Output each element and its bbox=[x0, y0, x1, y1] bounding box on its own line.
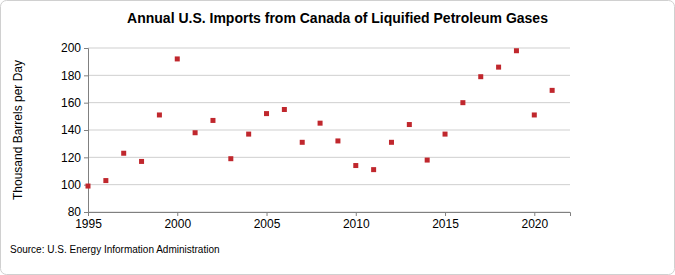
point bbox=[139, 159, 144, 164]
point bbox=[175, 56, 180, 61]
title: Annual U.S. Imports from Canada of Liqui… bbox=[127, 10, 548, 26]
grid-line bbox=[88, 184, 570, 185]
tick: 180 bbox=[61, 69, 88, 83]
point bbox=[425, 158, 430, 163]
points bbox=[86, 48, 555, 188]
tick-label: 2015 bbox=[432, 217, 459, 231]
grid-line bbox=[88, 48, 570, 49]
point bbox=[407, 122, 412, 127]
tick-label: 2020 bbox=[521, 217, 548, 231]
tick-mark bbox=[267, 212, 268, 216]
point bbox=[514, 48, 519, 53]
point bbox=[550, 88, 555, 93]
point bbox=[282, 107, 287, 112]
tick: 160 bbox=[61, 96, 88, 110]
point bbox=[121, 151, 126, 156]
tick-mark bbox=[534, 212, 535, 216]
point bbox=[228, 156, 233, 161]
tick-label: 180 bbox=[61, 69, 81, 83]
y-axis-title: Thousand Barrels per Day bbox=[11, 60, 25, 200]
point bbox=[478, 74, 483, 79]
grid-line bbox=[88, 102, 570, 103]
tick-label: 120 bbox=[61, 151, 81, 165]
y-axis: 80 100 120 140 160 180 200 bbox=[61, 41, 89, 219]
point bbox=[264, 111, 269, 116]
point bbox=[157, 112, 162, 117]
chart: 1995200020052010201520208010012014016018… bbox=[0, 0, 675, 275]
tick: 2010 bbox=[343, 212, 370, 231]
point bbox=[371, 167, 376, 172]
frame bbox=[1, 1, 675, 275]
grid-line bbox=[88, 75, 570, 76]
tick: 2005 bbox=[254, 212, 281, 231]
tick-label: 80 bbox=[68, 205, 82, 219]
grid bbox=[88, 48, 570, 212]
tick-mark bbox=[445, 212, 446, 216]
tick-label: 2000 bbox=[164, 217, 191, 231]
tick: 2000 bbox=[164, 212, 191, 231]
tick: 2015 bbox=[432, 212, 459, 231]
tick-label: 200 bbox=[61, 41, 81, 55]
tick-mark bbox=[84, 130, 88, 131]
x-axis: 199520002005201020152020 bbox=[75, 212, 570, 231]
tick: 120 bbox=[61, 151, 88, 165]
point bbox=[210, 118, 215, 123]
point bbox=[335, 138, 340, 143]
tick-label: 160 bbox=[61, 96, 81, 110]
point bbox=[532, 112, 537, 117]
point bbox=[103, 178, 108, 183]
tick: 200 bbox=[61, 41, 88, 55]
tick: 80 bbox=[68, 205, 88, 219]
tick-mark bbox=[84, 157, 88, 158]
tick: 100 bbox=[61, 178, 88, 192]
point bbox=[460, 100, 465, 105]
axis-line bbox=[89, 213, 571, 217]
point bbox=[389, 140, 394, 145]
tick-label: 2005 bbox=[254, 217, 281, 231]
point bbox=[496, 65, 501, 70]
grid-line bbox=[88, 157, 570, 158]
tick-mark bbox=[84, 212, 88, 213]
tick-label: 140 bbox=[61, 123, 81, 137]
grid-line bbox=[88, 130, 570, 131]
tick: 2020 bbox=[521, 212, 548, 231]
point bbox=[86, 184, 91, 189]
plot: 1995200020052010201520208010012014016018… bbox=[61, 41, 571, 230]
tick-mark bbox=[84, 48, 88, 49]
tick: 140 bbox=[61, 123, 88, 137]
point bbox=[443, 132, 448, 137]
tick-mark bbox=[84, 103, 88, 104]
point bbox=[300, 140, 305, 145]
tick-label: 100 bbox=[61, 178, 81, 192]
point bbox=[318, 121, 323, 126]
point bbox=[193, 130, 198, 135]
tick-mark bbox=[356, 212, 357, 216]
tick-mark bbox=[84, 75, 88, 76]
source: Source: U.S. Energy Information Administ… bbox=[10, 244, 220, 255]
tick-mark bbox=[177, 212, 178, 216]
tick-label: 2010 bbox=[343, 217, 370, 231]
point bbox=[353, 163, 358, 168]
point bbox=[246, 132, 251, 137]
